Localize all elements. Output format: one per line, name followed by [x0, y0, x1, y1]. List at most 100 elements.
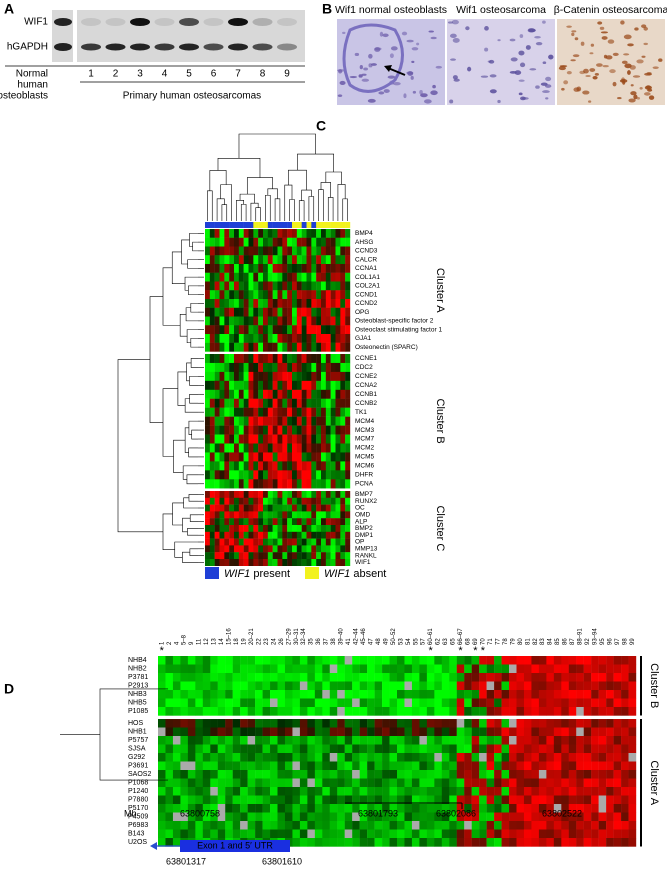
heatmap-cell — [316, 282, 321, 291]
heatmap-cell — [509, 787, 517, 796]
heatmap-cell — [220, 461, 225, 470]
heatmap-cell — [244, 470, 249, 479]
dendrogram — [187, 363, 192, 381]
heatmap-cell — [464, 707, 472, 716]
cell — [416, 43, 419, 46]
heatmap-cell — [302, 325, 307, 334]
heatmap-cell — [263, 745, 271, 754]
heatmap-cell — [517, 770, 525, 779]
heatmap-cell — [205, 525, 210, 532]
heatmap-cell — [297, 308, 302, 317]
heatmap-cell — [263, 545, 268, 552]
heatmap-cell — [614, 838, 622, 847]
heatmap-cell — [352, 682, 360, 691]
heatmap-cell — [591, 690, 599, 699]
cell — [481, 75, 488, 77]
gene-label: DHFR — [355, 472, 373, 479]
heatmap-cell — [336, 470, 341, 479]
heatmap-cell — [322, 762, 330, 771]
heatmap-cell — [531, 779, 539, 788]
heatmap-cell — [472, 821, 480, 830]
heatmap-cell — [494, 796, 502, 805]
cell — [411, 76, 414, 80]
heatmap-cell — [524, 682, 532, 691]
heatmap-cell — [278, 325, 283, 334]
heatmap-cell — [233, 699, 241, 708]
heatmap-cell — [561, 665, 569, 674]
cell — [623, 53, 629, 55]
heatmap-cell — [367, 656, 375, 665]
heatmap-cell — [584, 682, 592, 691]
heatmap-cell — [576, 673, 584, 682]
heatmap-cell — [345, 830, 353, 839]
cell — [424, 99, 432, 103]
heatmap-cell — [502, 787, 510, 796]
cell — [543, 61, 547, 64]
heatmap-cell — [531, 813, 539, 822]
heatmap-cell — [340, 264, 345, 273]
blot — [52, 10, 305, 62]
sample-label: P3781 — [128, 674, 148, 681]
heatmap-cell — [487, 736, 495, 745]
heatmap-cell — [539, 699, 547, 708]
heatmap-cell — [531, 728, 539, 737]
heatmap-cell — [472, 707, 480, 716]
heatmap-cell — [287, 317, 292, 326]
heatmap-cell — [278, 787, 286, 796]
heatmap-cell — [629, 787, 637, 796]
heatmap-cell — [210, 707, 218, 716]
cell — [643, 43, 648, 45]
heatmap-cell — [599, 830, 607, 839]
heatmap-cell — [210, 736, 218, 745]
heatmap-cell — [390, 745, 398, 754]
heatmap-cell — [234, 511, 239, 518]
heatmap-cell — [330, 779, 338, 788]
heatmap-cell — [502, 796, 510, 805]
cell — [391, 46, 398, 50]
heatmap-cell — [569, 682, 577, 691]
heatmap-cell — [270, 699, 278, 708]
heatmap-cell — [307, 264, 312, 273]
heatmap-cell — [292, 830, 300, 839]
heatmap-cell — [524, 707, 532, 716]
heatmap-cell — [210, 762, 218, 771]
column-label: 84 — [548, 638, 554, 645]
heatmap-cell — [302, 461, 307, 470]
heatmap-cell — [539, 736, 547, 745]
sample-label: SAOS2 — [128, 771, 151, 778]
heatmap-cell — [287, 470, 292, 479]
heatmap-cell — [546, 728, 554, 737]
heatmap-cell — [569, 656, 577, 665]
heatmap-cell — [268, 539, 273, 546]
heatmap-cell — [322, 673, 330, 682]
heatmap-cell — [472, 736, 480, 745]
heatmap-cell — [220, 282, 225, 291]
status-cell — [263, 222, 268, 228]
heatmap-cell — [165, 690, 173, 699]
heatmap-cell — [180, 699, 188, 708]
heatmap-cell — [215, 511, 220, 518]
heatmap-cell — [224, 491, 229, 498]
heatmap-cell — [210, 273, 215, 282]
heatmap-cell — [576, 736, 584, 745]
heatmap-cell — [375, 690, 383, 699]
heatmap-cell — [263, 290, 268, 299]
dendrogram — [189, 233, 198, 246]
heatmap-cell — [311, 435, 316, 444]
cell — [624, 63, 631, 68]
dendrogram — [163, 268, 180, 325]
heatmap-cell — [472, 770, 480, 779]
heatmap-cell — [326, 299, 331, 308]
heatmap-cell — [345, 707, 353, 716]
heatmap-cell — [215, 354, 220, 363]
heatmap-cell — [345, 264, 350, 273]
heatmap-cell — [215, 518, 220, 525]
heatmap-cell — [307, 821, 315, 830]
heatmap-cell — [224, 498, 229, 505]
heatmap-cell — [307, 282, 312, 291]
heatmap-cell — [340, 273, 345, 282]
heatmap-cell — [546, 753, 554, 762]
heatmap-cell — [249, 491, 254, 498]
heatmap-cell — [229, 381, 234, 390]
cell — [640, 87, 643, 90]
